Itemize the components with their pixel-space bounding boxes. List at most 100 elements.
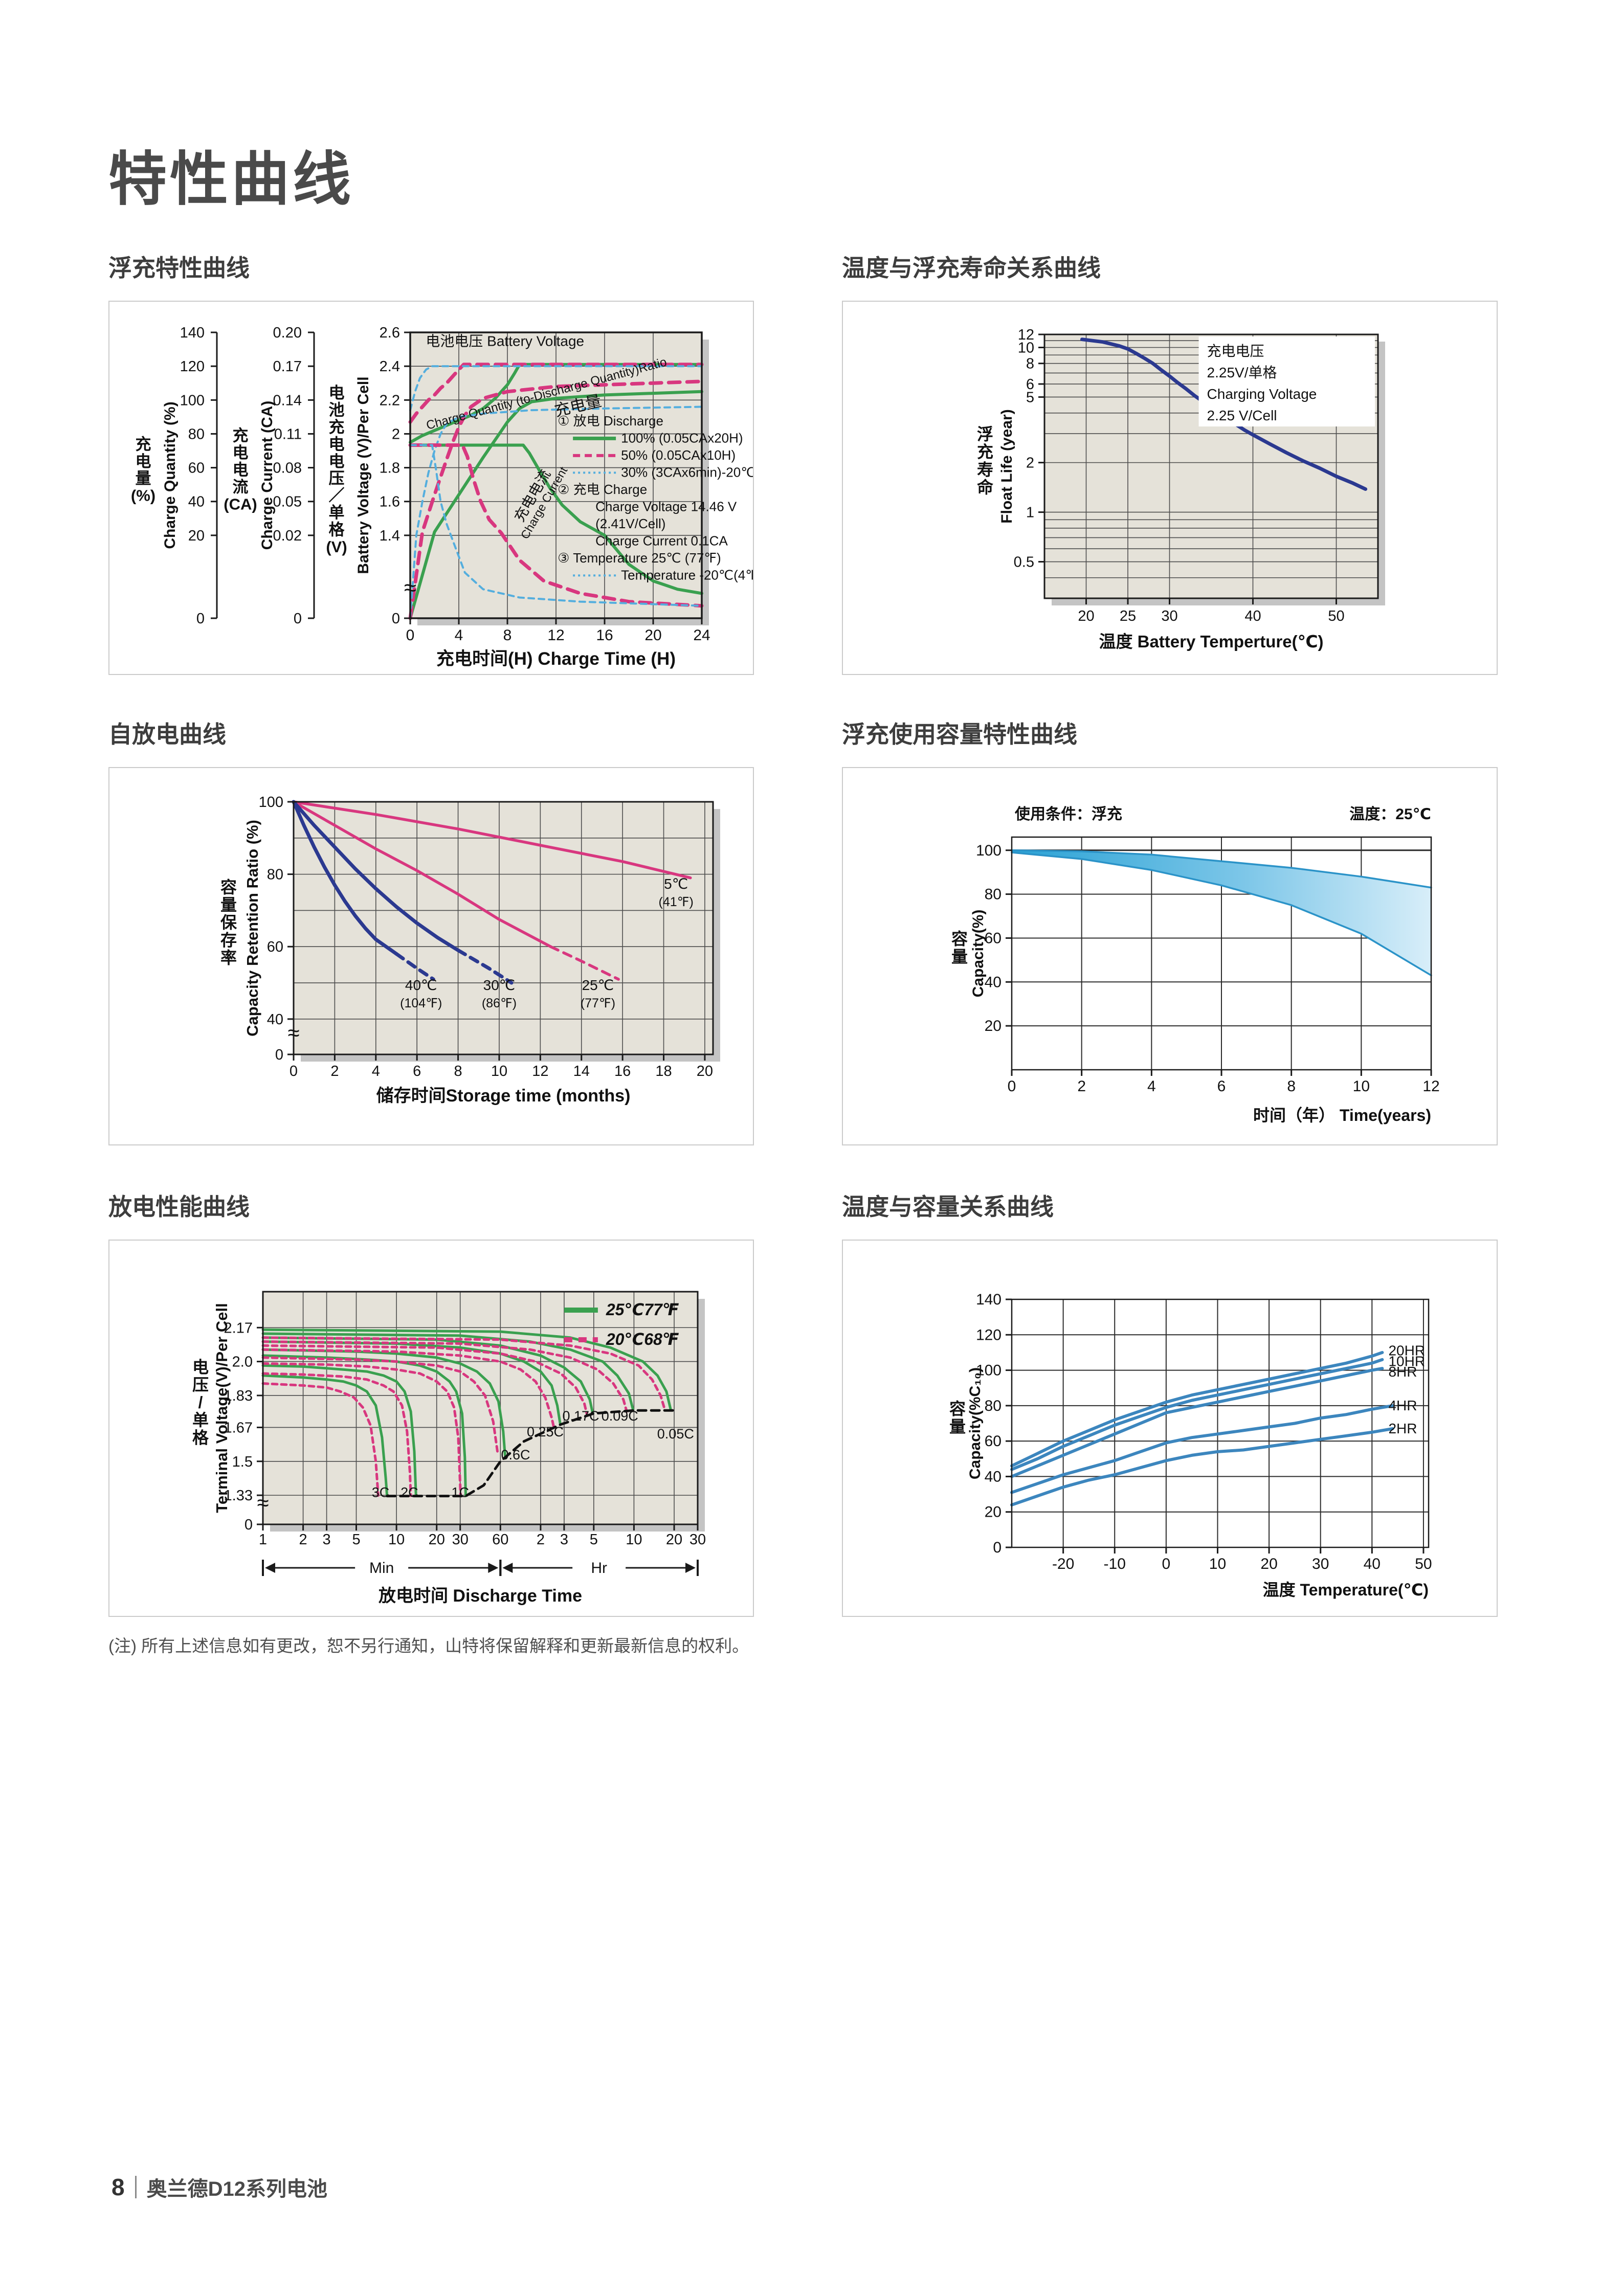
svg-text:(86℉): (86℉) [482, 996, 517, 1010]
svg-text:2C: 2C [401, 1485, 418, 1500]
svg-text:电池电压 Battery Voltage: 电池电压 Battery Voltage [426, 333, 584, 349]
svg-text:充电电压: 充电电压 [1207, 343, 1264, 359]
svg-text:Battery Voltage (V)/Per Cell: Battery Voltage (V)/Per Cell [355, 376, 372, 574]
svg-text:40: 40 [1244, 608, 1261, 624]
svg-text:140: 140 [976, 1291, 1002, 1308]
svg-text:1.5: 1.5 [232, 1454, 253, 1470]
svg-text:1.6: 1.6 [380, 494, 400, 510]
svg-text:100% (0.05CAx20H): 100% (0.05CAx20H) [621, 430, 743, 445]
temp-capacity-chart: 0 20 40 60 80 100 120 140 -20 -10 0 10 20 30 40 50 20HR1… [949, 1291, 1432, 1599]
svg-text:0.09C: 0.09C [602, 1408, 638, 1424]
svg-text:8: 8 [503, 627, 512, 644]
chart-panel-float-charging: 0 4 8 12 16 20 24 充电时间(H) Charge Time (H) 140 120… [108, 301, 754, 675]
svg-text:80: 80 [267, 867, 283, 883]
svg-text:(41℉): (41℉) [659, 895, 694, 909]
chart-panel-float-capacity: 100 80 60 40 20 0 2 4 6 8 10 12 时间（年） Time(years) 使用条… [842, 767, 1498, 1145]
svg-text:Charge Voltage 14.46 V: Charge Voltage 14.46 V [595, 499, 737, 514]
svg-text:0: 0 [196, 611, 205, 627]
section-heading-float-capacity: 浮充使用容量特性曲线 [842, 721, 1077, 748]
svg-text:2: 2 [1077, 1078, 1086, 1095]
svg-text:-10: -10 [1104, 1556, 1126, 1572]
svg-text:5: 5 [352, 1532, 360, 1548]
svg-text:10: 10 [1018, 340, 1034, 356]
svg-text:40: 40 [188, 494, 205, 510]
footer-product-name: 奥兰德D12系列电池 [146, 2178, 327, 2200]
svg-text:20: 20 [1078, 608, 1094, 624]
svg-text:储存时间Storage time (months): 储存时间Storage time (months) [376, 1086, 631, 1106]
svg-text:10: 10 [1353, 1078, 1370, 1095]
svg-text:2: 2 [537, 1532, 545, 1548]
section-heading-temp-float-life: 温度与浮充寿命关系曲线 [842, 255, 1101, 281]
svg-text:12: 12 [1018, 327, 1034, 343]
section-heading-float-charging: 浮充特性曲线 [108, 255, 250, 281]
svg-text:40: 40 [1364, 1556, 1381, 1572]
svg-text:4: 4 [1147, 1078, 1156, 1095]
svg-text:60: 60 [985, 930, 1002, 947]
svg-text:0: 0 [1008, 1078, 1016, 1095]
svg-text:充电量(%): 充电量(%) [131, 435, 155, 504]
svg-text:0.08: 0.08 [273, 460, 302, 477]
page-number: 8 [112, 2174, 125, 2200]
svg-text:30: 30 [1312, 1556, 1329, 1572]
chart-panel-discharge-performance: 2.17 2.0 1.83 1.67 1.5 1.33 0 1 2 3 5 10 20 30 60 2 3 5 10… [108, 1240, 754, 1617]
svg-text:2: 2 [392, 426, 400, 442]
svg-text:2: 2 [330, 1063, 339, 1079]
svg-text:30: 30 [1161, 608, 1177, 624]
svg-text:Capacity(%): Capacity(%) [970, 910, 987, 998]
svg-text:30: 30 [689, 1532, 706, 1548]
svg-text:充电电流(CA): 充电电流(CA) [224, 427, 257, 513]
svg-text:2.4: 2.4 [380, 358, 400, 375]
svg-text:20: 20 [985, 1504, 1002, 1521]
svg-text:60: 60 [985, 1433, 1002, 1450]
svg-text:Float Life (year): Float Life (year) [998, 409, 1015, 523]
svg-text:0.11: 0.11 [274, 426, 302, 442]
svg-text:25℃77℉: 25℃77℉ [606, 1300, 679, 1319]
svg-text:0.20: 0.20 [273, 325, 302, 341]
svg-text:20: 20 [697, 1063, 713, 1079]
svg-text:8: 8 [1026, 356, 1034, 372]
footnote: (注) 所有上述信息如有更改，恕不另行通知，山特将保留解释和更新最新信息的权利。 [108, 1636, 749, 1655]
svg-text:≈: ≈ [257, 1491, 269, 1515]
svg-text:Charge Current 0.1CA: Charge Current 0.1CA [595, 533, 728, 548]
svg-text:8: 8 [454, 1063, 462, 1079]
svg-text:≈: ≈ [287, 1021, 299, 1045]
svg-text:8HR: 8HR [1388, 1364, 1417, 1380]
svg-text:20: 20 [1260, 1556, 1277, 1572]
svg-text:40: 40 [267, 1011, 283, 1028]
svg-text:0: 0 [1162, 1556, 1171, 1572]
svg-text:0: 0 [275, 1047, 283, 1063]
temp-float-life-chart: 充电电压 2.25V/单格 Charging Voltage 2.25 V/Cell 1… [977, 327, 1385, 651]
svg-text:电池充电电压／单格(V): 电池充电电压／单格(V) [326, 384, 347, 556]
svg-text:30℃: 30℃ [483, 977, 516, 993]
svg-text:(104℉): (104℉) [400, 996, 442, 1010]
svg-text:40: 40 [985, 1468, 1002, 1485]
svg-text:12: 12 [547, 627, 564, 644]
svg-text:30% (3CAx6min)-20℃(4℉): 30% (3CAx6min)-20℃(4℉) [621, 464, 753, 480]
svg-text:10: 10 [491, 1063, 507, 1079]
svg-text:25: 25 [1120, 608, 1136, 624]
svg-text:140: 140 [180, 325, 205, 341]
svg-text:60: 60 [492, 1532, 508, 1548]
chart-panel-self-discharge: 100 80 60 40 0 0 2 4 6 8 10 12 14 16 18 20 储存时间Storage t… [108, 767, 754, 1145]
svg-text:50: 50 [1415, 1556, 1432, 1572]
svg-text:1.67: 1.67 [224, 1420, 253, 1436]
svg-text:10: 10 [388, 1532, 405, 1548]
svg-text:5℃: 5℃ [664, 876, 688, 892]
svg-text:50% (0.05CAx10H): 50% (0.05CAx10H) [621, 447, 736, 463]
svg-text:Hr: Hr [591, 1560, 607, 1577]
svg-text:时间（年） Time(years): 时间（年） Time(years) [1253, 1106, 1431, 1124]
svg-text:0: 0 [290, 1063, 298, 1079]
svg-text:2.2: 2.2 [380, 392, 400, 409]
svg-text:0.5: 0.5 [1014, 554, 1034, 571]
svg-text:0.25C: 0.25C [527, 1424, 564, 1439]
svg-text:60: 60 [188, 460, 205, 477]
svg-text:100: 100 [180, 392, 205, 409]
page-footer: 8 奥兰德D12系列电池 [112, 2172, 327, 2202]
svg-text:温度 Temperature(℃): 温度 Temperature(℃) [1263, 1581, 1429, 1599]
svg-text:10: 10 [626, 1532, 642, 1548]
svg-text:② 充电 Charge: ② 充电 Charge [558, 482, 647, 497]
svg-text:使用条件：浮充: 使用条件：浮充 [1014, 806, 1122, 823]
svg-text:120: 120 [180, 358, 205, 375]
svg-text:6: 6 [1217, 1078, 1226, 1095]
svg-text:60: 60 [267, 939, 283, 955]
